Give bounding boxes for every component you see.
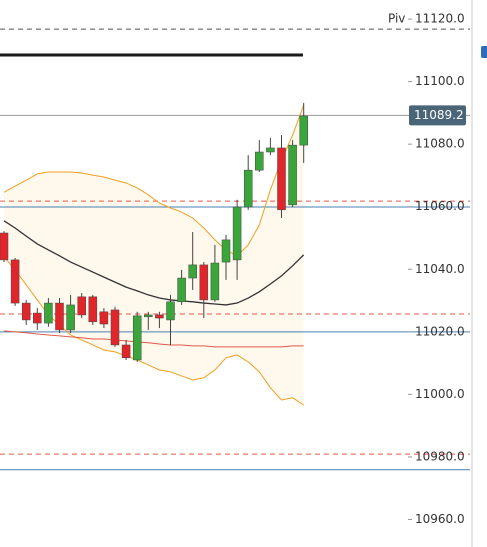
candle-body bbox=[132, 315, 142, 361]
indicator-line bbox=[3, 220, 305, 306]
candle-body bbox=[99, 311, 109, 325]
last-price-box bbox=[409, 105, 466, 126]
candle-body bbox=[0, 232, 9, 261]
candle-body bbox=[299, 115, 308, 146]
candle-body bbox=[121, 344, 131, 359]
band-fill bbox=[4, 105, 304, 406]
candle-body bbox=[243, 169, 253, 208]
candle-body bbox=[199, 264, 209, 301]
y-tick-label: 11040.0 bbox=[415, 262, 465, 276]
y-tick-label: 11100.0 bbox=[415, 74, 465, 88]
y-tick-label: 11020.0 bbox=[415, 324, 465, 338]
candle-body bbox=[55, 302, 64, 331]
candle-body bbox=[277, 147, 286, 211]
y-tick-label: 10980.0 bbox=[415, 449, 465, 463]
last-price-label: 11089.2 bbox=[414, 108, 464, 122]
candle-body bbox=[166, 301, 175, 321]
indicator-line bbox=[3, 256, 304, 406]
candle-body bbox=[155, 314, 164, 319]
indicator-line bbox=[3, 330, 304, 348]
candle-body bbox=[255, 151, 264, 171]
candle-body bbox=[110, 309, 120, 346]
candle-body bbox=[10, 259, 20, 304]
candle-body bbox=[232, 206, 242, 261]
candle-body bbox=[266, 147, 275, 153]
y-tick-label: 11060.0 bbox=[415, 199, 465, 213]
y-tick-label: 11080.0 bbox=[415, 137, 465, 151]
candle-body bbox=[188, 264, 197, 279]
candle-body bbox=[177, 277, 186, 303]
checkbox[interactable] bbox=[481, 46, 487, 58]
candle-body bbox=[33, 312, 42, 324]
candle-body bbox=[44, 302, 53, 324]
y-tick-label: 11000.0 bbox=[415, 387, 465, 401]
pivot-label: Piv bbox=[388, 12, 405, 26]
candle-body bbox=[221, 239, 231, 263]
candle-body bbox=[66, 304, 75, 331]
indicator-line bbox=[3, 104, 305, 257]
candle-body bbox=[77, 296, 86, 316]
y-tick-label: 11120.0 bbox=[415, 12, 465, 26]
candle-body bbox=[144, 314, 153, 318]
candle-body bbox=[210, 262, 220, 301]
candle-body bbox=[288, 144, 297, 206]
y-tick-label: 10960.0 bbox=[415, 512, 465, 526]
candle-body bbox=[88, 296, 98, 323]
candle-body bbox=[21, 302, 31, 321]
